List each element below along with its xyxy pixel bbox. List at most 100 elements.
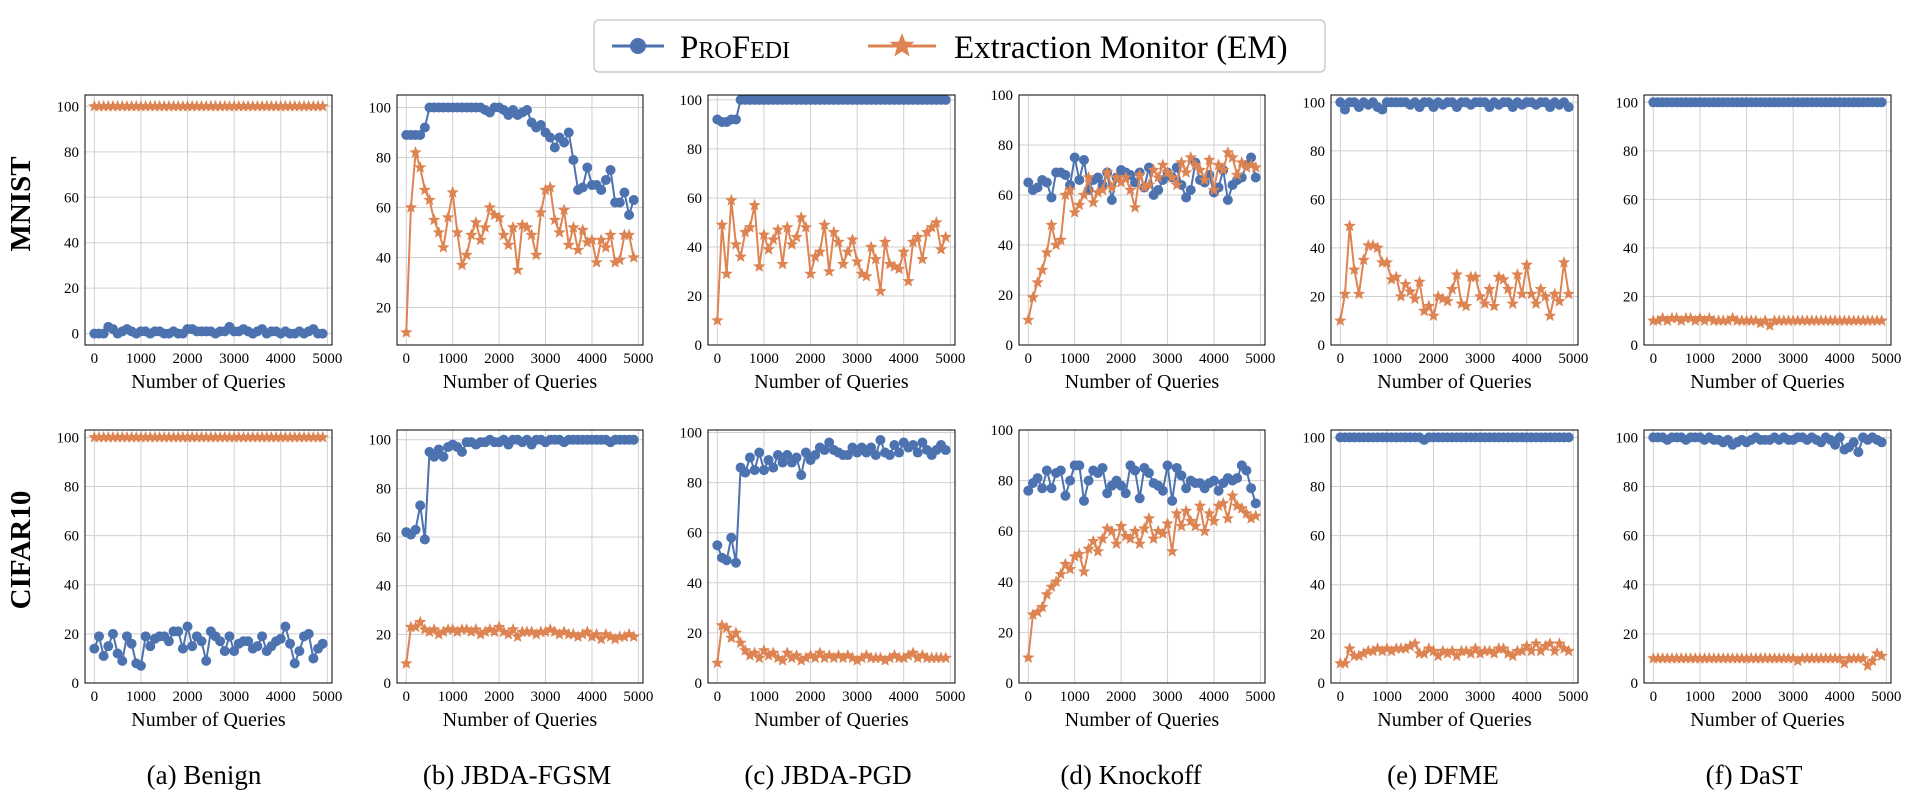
data-point-em: [785, 238, 799, 250]
x-tick-label: 3000: [1778, 689, 1808, 705]
data-point-em: [1539, 289, 1552, 302]
data-point-profedi: [215, 636, 226, 647]
data-point-em: [488, 208, 501, 221]
data-point-em: [190, 99, 204, 112]
data-point-em: [539, 625, 552, 638]
y-tick-label: 0: [1631, 338, 1639, 354]
data-point-em: [1226, 489, 1239, 502]
data-point-em: [1647, 651, 1660, 664]
data-point-em: [1235, 156, 1248, 168]
x-tick-label: 2000: [1732, 689, 1762, 705]
x-tick-label: 3000: [1153, 689, 1183, 705]
data-point-em: [497, 625, 510, 638]
data-point-em: [92, 99, 106, 112]
plot-frame: [1018, 429, 1266, 684]
series-line-profedi: [406, 106, 635, 216]
data-point-em: [827, 225, 841, 238]
data-point-profedi: [317, 328, 328, 339]
data-point-em: [1726, 311, 1739, 324]
data-point-profedi: [768, 462, 779, 473]
data-point-profedi: [1023, 177, 1034, 188]
data-point-profedi: [559, 137, 570, 148]
y-tick-label: 100: [1303, 430, 1326, 446]
data-point-em: [930, 215, 943, 228]
x-tick-label: 5000: [1245, 351, 1275, 367]
data-point-em: [1133, 537, 1146, 550]
data-point-em: [1193, 499, 1207, 512]
subplot-mnist-c-jbda-pgd: 0 1000 2000 3000 4000 5000 0 20 40 60 80 100 Number …: [680, 93, 966, 393]
data-point-em: [400, 326, 413, 338]
data-point-profedi: [419, 534, 430, 545]
y-tick-label: 60: [998, 188, 1013, 204]
data-point-em: [492, 620, 506, 633]
data-point-em: [567, 221, 580, 233]
data-point-em: [1693, 311, 1707, 324]
data-point-profedi: [252, 641, 263, 652]
data-point-em: [1717, 651, 1730, 664]
data-point-em: [832, 648, 845, 661]
data-point-em: [1661, 314, 1674, 326]
data-point-em: [1661, 651, 1674, 664]
data-point-em: [888, 648, 901, 661]
data-point-em: [1184, 514, 1197, 527]
data-point-profedi: [754, 447, 765, 458]
data-point-em: [1404, 285, 1417, 297]
y-tick-label: 0: [1318, 676, 1326, 692]
data-point-em: [1455, 644, 1468, 657]
x-tick-label: 0: [91, 689, 99, 705]
y-tick-label: 0: [695, 676, 703, 692]
data-point-em: [1875, 314, 1888, 326]
data-point-em: [427, 213, 441, 226]
data-point-em: [1520, 258, 1533, 271]
data-point-profedi: [98, 650, 109, 661]
data-point-em: [511, 630, 524, 643]
data-point-profedi: [884, 450, 895, 461]
data-point-em: [1352, 287, 1366, 300]
data-point-profedi: [940, 94, 951, 105]
y-tick-label: 20: [1310, 289, 1325, 305]
data-point-profedi: [1120, 488, 1131, 499]
x-tick-label: 3000: [219, 351, 249, 367]
y-tick-label: 80: [1623, 144, 1638, 160]
data-point-em: [860, 269, 873, 282]
x-tick-label: 1000: [1060, 689, 1090, 705]
subplot-cifar10-e-dfme: 0 1000 2000 3000 4000 5000 0 20 40 60 80 100 Number …: [1303, 429, 1588, 731]
data-point-profedi: [257, 631, 268, 642]
data-point-em: [846, 233, 859, 245]
data-point-em: [1059, 557, 1072, 570]
data-point-profedi: [726, 532, 737, 543]
data-point-profedi: [1143, 468, 1154, 479]
data-point-em: [1525, 644, 1538, 657]
data-point-em: [1165, 544, 1179, 557]
data-point-em: [1553, 637, 1566, 649]
data-point-em: [227, 99, 241, 112]
data-point-em: [1487, 299, 1501, 312]
data-point-em: [1142, 178, 1156, 191]
data-point-em: [1679, 651, 1693, 664]
data-point-em: [1492, 270, 1505, 283]
data-point-em: [1861, 659, 1874, 672]
data-point-em: [148, 430, 162, 443]
y-tick-label: 60: [1623, 529, 1638, 545]
data-point-em: [1819, 314, 1832, 326]
data-point-em: [906, 235, 920, 248]
data-point-em: [139, 99, 152, 112]
data-point-em: [557, 625, 571, 638]
data-point-em: [1376, 255, 1389, 268]
data-point-em: [553, 226, 566, 238]
data-point-em: [1782, 314, 1795, 326]
plot-frame: [1018, 94, 1266, 346]
data-point-em: [809, 651, 822, 664]
legend-em-marker: [889, 33, 915, 57]
data-point-em: [757, 228, 771, 240]
data-point-em: [232, 430, 245, 443]
data-point-em: [1170, 506, 1183, 519]
data-point-em: [1805, 314, 1818, 326]
data-point-em: [1754, 651, 1767, 664]
data-point-em: [1758, 314, 1772, 326]
data-point-em: [1838, 314, 1851, 326]
data-point-em: [576, 627, 589, 640]
x-tick-label: 0: [1650, 351, 1658, 367]
data-point-em: [1338, 287, 1352, 300]
data-point-em: [1156, 527, 1170, 539]
